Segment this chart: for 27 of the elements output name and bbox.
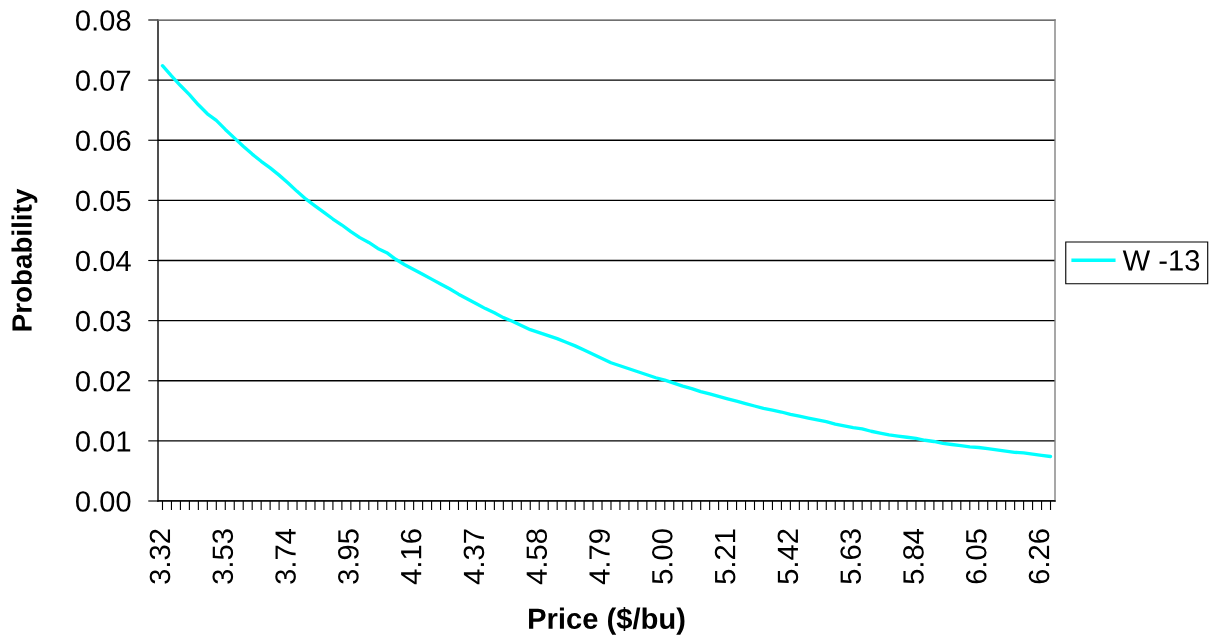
x-tick-label: 3.95 [338,529,359,584]
x-tick-label: 3.53 [212,529,234,584]
x-tick-label: 4.79 [589,529,610,585]
x-tick-label: 3.32 [149,529,171,584]
x-tick-label: 4.37 [463,529,485,585]
x-tick-label: 5.21 [714,529,736,584]
x-tick-label: 6.26 [1028,529,1050,584]
legend-label: W -13 [1122,250,1200,271]
y-tick-label: 0.00 [75,491,131,512]
x-tick-label: 6.05 [965,529,987,584]
x-tick-label: 5.63 [840,529,861,584]
x-tick-label: 4.58 [526,529,548,585]
x-axis-title: Price ($/bu) [529,607,685,635]
y-tick-label: 0.04 [75,250,131,272]
y-tick-label: 0.08 [75,10,131,31]
y-axis-title: Probability [11,188,38,331]
y-tick-label: 0.03 [75,310,131,332]
x-tick-label: 5.84 [903,528,924,584]
y-tick-label: 0.07 [75,70,131,91]
x-tick-label: 3.74 [275,528,296,584]
y-tick-label: 0.02 [75,370,131,392]
x-tick-label: 5.00 [651,529,673,584]
x-tick-label: 5.42 [777,529,799,584]
y-tick-label: 0.05 [75,190,131,212]
y-tick-label: 0.01 [75,431,131,452]
y-tick-label: 0.06 [75,130,131,152]
x-tick-label: 4.16 [400,529,422,585]
